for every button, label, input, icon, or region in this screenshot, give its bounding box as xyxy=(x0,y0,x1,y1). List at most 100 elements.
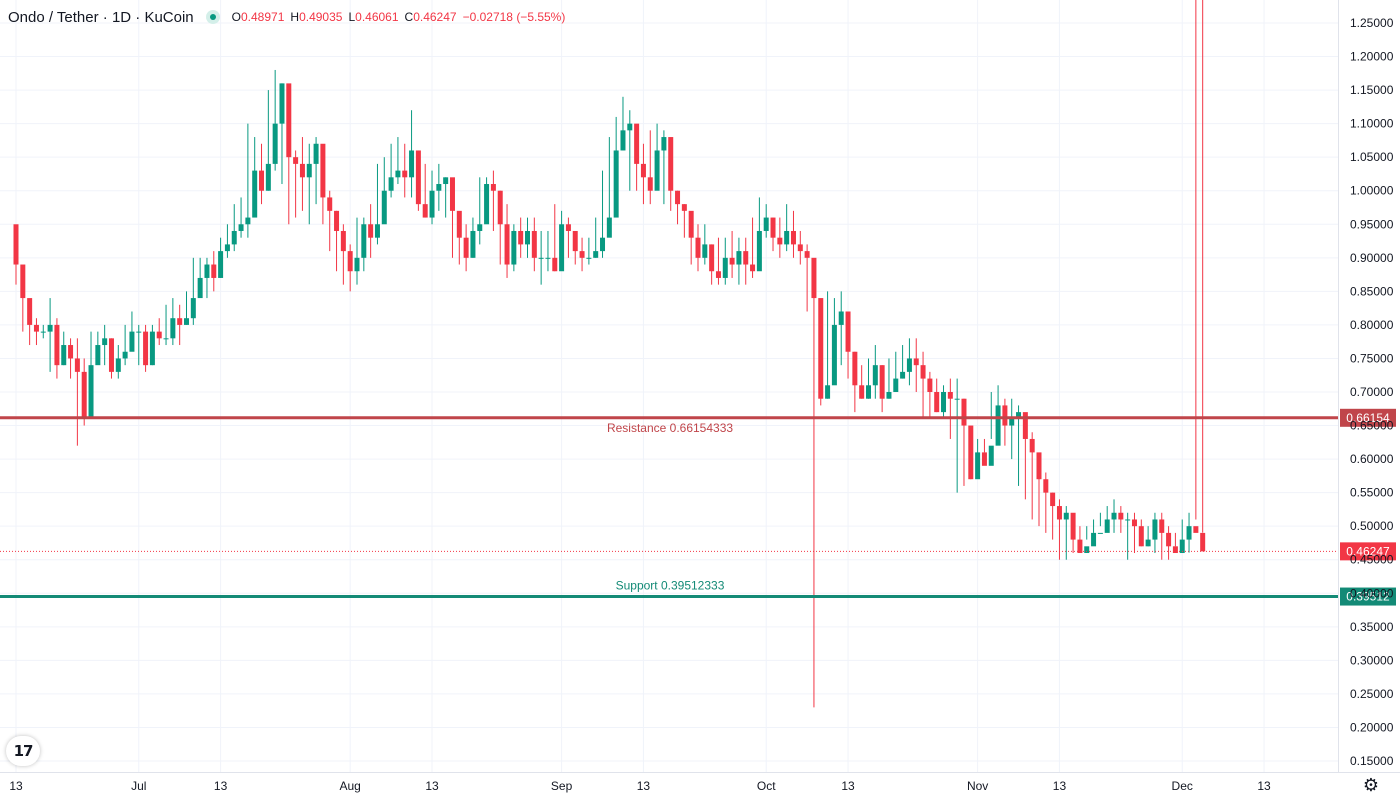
candle[interactable] xyxy=(900,345,906,379)
candle[interactable] xyxy=(88,331,94,419)
candle[interactable] xyxy=(1029,432,1035,520)
candle[interactable] xyxy=(790,210,796,258)
candle[interactable] xyxy=(47,298,53,372)
candle[interactable] xyxy=(695,224,701,272)
candle[interactable] xyxy=(40,324,46,339)
candle[interactable] xyxy=(1104,506,1110,533)
candle[interactable] xyxy=(224,224,230,258)
candle[interactable] xyxy=(681,204,687,238)
candle[interactable] xyxy=(170,298,176,346)
candle[interactable] xyxy=(1152,512,1158,554)
candle[interactable] xyxy=(477,177,483,245)
candle[interactable] xyxy=(1200,0,1206,552)
candle[interactable] xyxy=(1166,526,1172,560)
candle[interactable] xyxy=(306,143,312,225)
candle[interactable] xyxy=(218,237,224,278)
candle[interactable] xyxy=(640,143,646,205)
candle[interactable] xyxy=(995,385,1001,446)
tradingview-logo-icon[interactable]: 17 xyxy=(6,736,40,766)
candle[interactable] xyxy=(340,224,346,285)
candle[interactable] xyxy=(136,324,142,366)
candle[interactable] xyxy=(1043,472,1049,533)
candle[interactable] xyxy=(197,257,203,299)
support-level[interactable]: Support 0.39512333 0.39512 xyxy=(0,579,1396,606)
candle[interactable] xyxy=(1138,519,1144,547)
candle[interactable] xyxy=(265,90,271,191)
candle[interactable] xyxy=(552,204,558,272)
candle[interactable] xyxy=(54,318,60,379)
candle[interactable] xyxy=(395,137,401,185)
candle[interactable] xyxy=(1186,512,1192,553)
candle[interactable] xyxy=(245,123,251,238)
candle[interactable] xyxy=(886,358,892,399)
candle[interactable] xyxy=(443,177,449,218)
candle[interactable] xyxy=(702,224,708,265)
candle[interactable] xyxy=(108,338,114,379)
candle[interactable] xyxy=(545,230,551,272)
candles[interactable] xyxy=(13,0,1206,708)
candle[interactable] xyxy=(722,237,728,285)
candle[interactable] xyxy=(825,291,831,399)
candle[interactable] xyxy=(627,110,633,191)
candle[interactable] xyxy=(600,170,606,258)
candle[interactable] xyxy=(320,143,326,225)
candle[interactable] xyxy=(484,177,490,225)
candle[interactable] xyxy=(654,123,660,191)
candle[interactable] xyxy=(879,365,885,413)
candle[interactable] xyxy=(661,130,667,205)
candle[interactable] xyxy=(177,304,183,346)
candle[interactable] xyxy=(81,358,87,426)
candle[interactable] xyxy=(872,345,878,399)
candle[interactable] xyxy=(122,324,128,366)
candle[interactable] xyxy=(920,351,926,419)
candle[interactable] xyxy=(13,224,19,285)
candle[interactable] xyxy=(1111,499,1117,533)
candle[interactable] xyxy=(238,197,244,238)
candle[interactable] xyxy=(184,291,189,325)
candle[interactable] xyxy=(74,338,80,446)
candle[interactable] xyxy=(559,210,565,272)
time-axis[interactable]: 13 Jul 13 Aug 13 Sep 13 Oct 13 Nov 13 Dec 13 xyxy=(0,772,1400,794)
candle[interactable] xyxy=(845,311,851,379)
candle[interactable] xyxy=(620,96,626,151)
candle[interactable] xyxy=(866,358,871,399)
candle[interactable] xyxy=(436,163,442,211)
candle[interactable] xyxy=(675,190,681,225)
candle[interactable] xyxy=(1056,499,1062,560)
candle[interactable] xyxy=(934,378,940,413)
candle[interactable] xyxy=(736,237,742,285)
price-levels[interactable]: Resistance 0.66154333 0.66154 Support 0.39… xyxy=(0,408,1396,606)
candle[interactable] xyxy=(511,224,517,272)
candle[interactable] xyxy=(252,137,258,218)
symbol-title[interactable]: Ondo / Tether · 1D · KuCoin xyxy=(8,8,194,26)
candle[interactable] xyxy=(668,137,674,211)
candle[interactable] xyxy=(1193,0,1199,533)
candle[interactable] xyxy=(334,210,340,272)
candle[interactable] xyxy=(449,177,455,258)
candle[interactable] xyxy=(102,324,108,366)
candle[interactable] xyxy=(313,137,319,205)
candle[interactable] xyxy=(852,351,858,413)
candle[interactable] xyxy=(156,318,162,346)
candle[interactable] xyxy=(572,230,578,265)
candle[interactable] xyxy=(1063,506,1069,560)
candle[interactable] xyxy=(1009,398,1015,460)
candle[interactable] xyxy=(715,237,721,285)
candle[interactable] xyxy=(947,378,953,439)
candle[interactable] xyxy=(941,385,947,419)
candle[interactable] xyxy=(279,83,285,185)
candle[interactable] xyxy=(565,217,571,258)
candle[interactable] xyxy=(327,190,333,252)
candle[interactable] xyxy=(1172,532,1178,554)
candle[interactable] xyxy=(797,230,803,265)
candle[interactable] xyxy=(579,237,585,272)
candle[interactable] xyxy=(975,438,981,480)
candle[interactable] xyxy=(634,123,640,191)
candle[interactable] xyxy=(729,230,735,278)
candle[interactable] xyxy=(1097,512,1103,534)
candle[interactable] xyxy=(129,311,135,352)
candle[interactable] xyxy=(456,210,462,265)
candle[interactable] xyxy=(381,157,387,225)
candle[interactable] xyxy=(518,217,524,258)
